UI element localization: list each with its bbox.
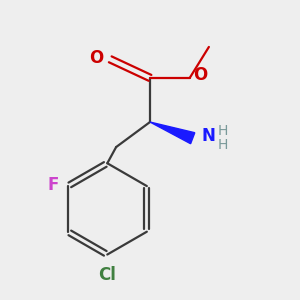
Text: O: O (193, 66, 207, 84)
Text: Cl: Cl (98, 266, 116, 284)
Text: H: H (218, 138, 228, 152)
Text: F: F (48, 176, 59, 194)
Text: H: H (218, 124, 228, 138)
Polygon shape (150, 122, 195, 144)
Text: N: N (202, 127, 215, 145)
Text: O: O (88, 49, 103, 67)
